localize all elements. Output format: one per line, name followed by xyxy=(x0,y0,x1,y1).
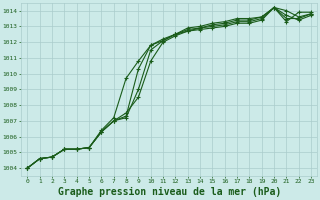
X-axis label: Graphe pression niveau de la mer (hPa): Graphe pression niveau de la mer (hPa) xyxy=(58,187,281,197)
